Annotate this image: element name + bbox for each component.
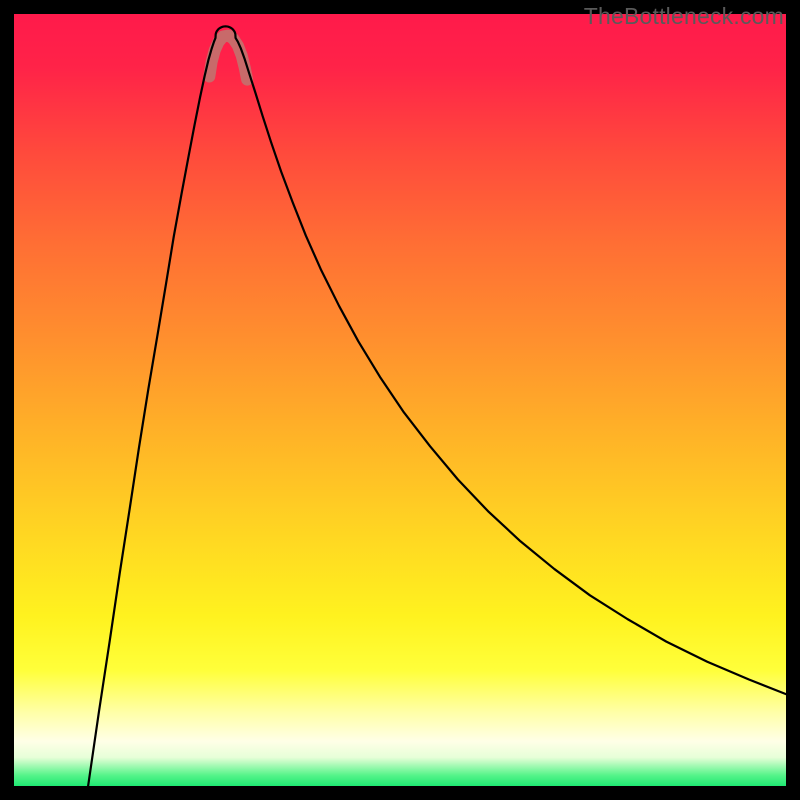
dip-marker [209, 36, 247, 80]
watermark-text: TheBottleneck.com [584, 3, 784, 30]
bottleneck-curve [88, 26, 786, 786]
chart-svg [14, 14, 786, 786]
stage: TheBottleneck.com [0, 0, 800, 800]
plot-area [14, 14, 786, 786]
